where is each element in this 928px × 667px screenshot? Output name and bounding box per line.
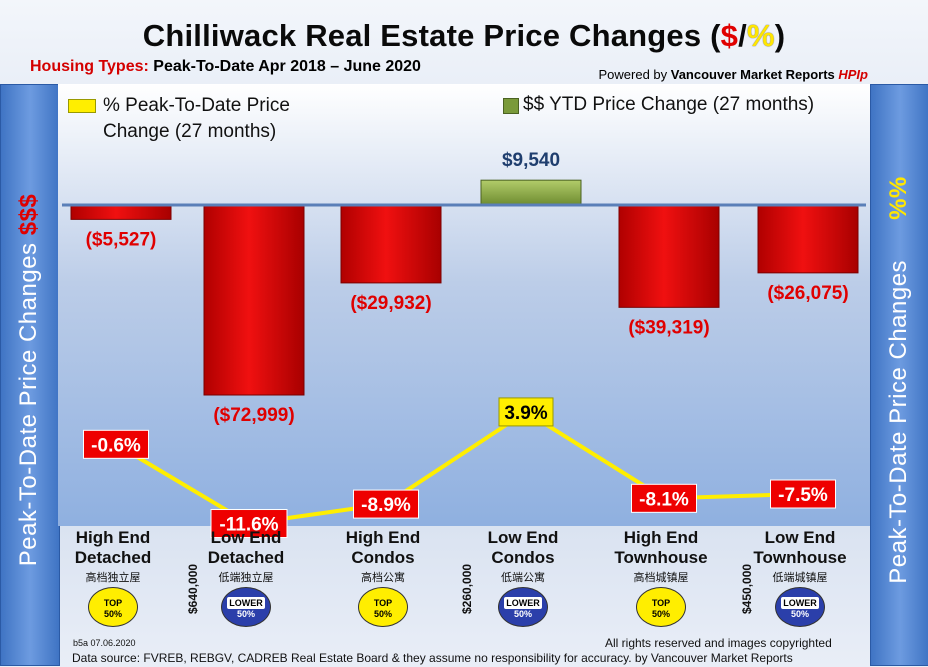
badge-2: LOWER 50% (221, 587, 271, 627)
percent-label-3: -8.9% (361, 495, 411, 516)
price-point-2: $260,000 (460, 563, 474, 614)
category-name-2: Low End Detached (207, 528, 285, 567)
bar-label-1: ($5,527) (86, 229, 157, 250)
percent-label-box-5 (631, 483, 697, 513)
chart-title: Chilliwack Real Estate Price Changes ($/… (142, 18, 786, 53)
percent-label-4: 3.9% (504, 403, 547, 424)
footer-rights: All rights reserved and images copyright… (605, 636, 832, 650)
chart-subtitle: Housing Types: Peak-To-Date Apr 2018 – J… (30, 58, 421, 75)
badge-3: TOP 50% (358, 587, 408, 627)
bar-label-3: ($29,932) (350, 293, 431, 314)
legend-swatch-percent (68, 99, 96, 113)
legend-percent: % Peak-To-Date Price Change (27 months) (103, 95, 290, 142)
category-name-3: High End Condos (345, 528, 421, 567)
category-cn-6: 低端城镇屋 (772, 572, 828, 584)
percent-label-6: -7.5% (778, 485, 828, 506)
percent-label-5: -8.1% (639, 489, 689, 510)
category-cn-4: 低端公寓 (501, 572, 545, 584)
category-name-5: High End Townhouse (614, 528, 708, 567)
bar-label-4: $9,540 (502, 150, 560, 171)
bar-1 (70, 204, 172, 220)
category-cn-1: 高档独立屋 (85, 572, 141, 584)
legend-swatch-dollar (503, 98, 519, 114)
category-name-4: Low End Condos (487, 528, 559, 567)
category-cn-3: 高档公寓 (361, 572, 405, 584)
percent-label-box-2 (210, 509, 288, 539)
bar-label-5: ($39,319) (628, 317, 709, 338)
right-side-panel (870, 84, 928, 666)
percent-label-1: -0.6% (91, 435, 141, 456)
footer-source: Data source: FVREB, REBGV, CADREB Real E… (72, 651, 793, 665)
price-point-1: $640,000 (186, 563, 200, 614)
percent-line (114, 409, 804, 526)
category-cn-5: 高档城镇屋 (633, 572, 689, 584)
bar-3 (340, 204, 442, 284)
legend-dollar: $$ YTD Price Change (27 months) (523, 94, 815, 115)
bar-4 (480, 179, 582, 206)
bar-5 (618, 204, 720, 308)
percent-label-box-4 (498, 397, 554, 427)
bar-label-6: ($26,075) (767, 283, 848, 304)
category-name-6: Low End Townhouse (753, 528, 847, 567)
bar-2 (203, 204, 305, 396)
badge-4: LOWER 50% (498, 587, 548, 627)
footer-code: b5a 07.06.2020 (73, 638, 136, 648)
bar-label-2: ($72,999) (213, 405, 294, 426)
category-name-1: High End Detached (74, 528, 152, 567)
badge-1: TOP 50% (88, 587, 138, 627)
bar-6 (757, 204, 859, 274)
price-point-3: $450,000 (740, 563, 754, 614)
category-cn-2: 低端独立屋 (218, 572, 274, 584)
percent-label-box-3 (353, 489, 419, 519)
percent-label-box-1 (83, 429, 149, 459)
percent-label-2: -11.6% (219, 515, 278, 536)
powered-by: Powered by Vancouver Market Reports HPIp (598, 67, 868, 82)
percent-label-box-6 (770, 479, 836, 509)
badge-6: LOWER 50% (775, 587, 825, 627)
badge-5: TOP 50% (636, 587, 686, 627)
